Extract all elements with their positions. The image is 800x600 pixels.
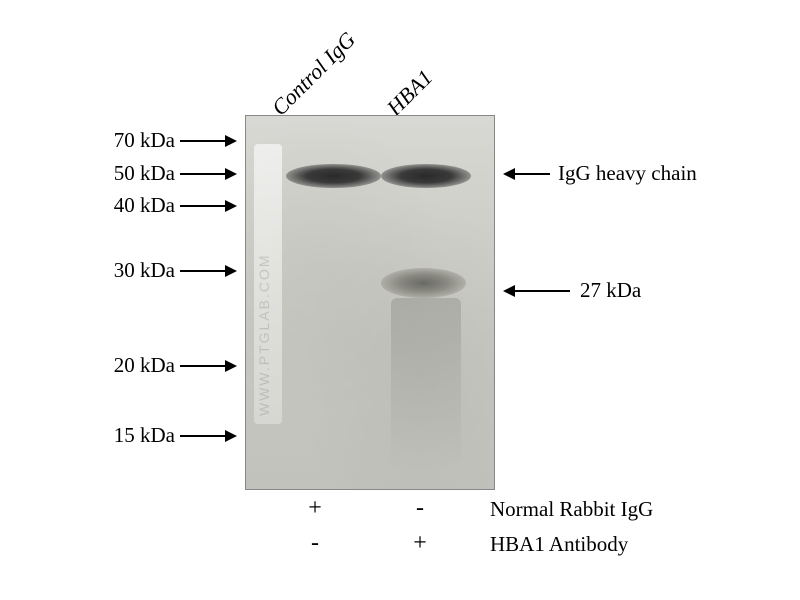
- mw-arrow-70: [180, 140, 235, 142]
- figure-container: Control IgG HBA1 WWW.PTGLAB.COM 70 kDa 5…: [0, 0, 800, 600]
- mw-arrow-40: [180, 205, 235, 207]
- sign-r1c1: +: [275, 495, 355, 522]
- watermark-text: WWW.PTGLAB.COM: [256, 253, 272, 416]
- bottom-label-1: Normal Rabbit IgG: [490, 497, 653, 522]
- blot-membrane: WWW.PTGLAB.COM: [245, 115, 495, 490]
- mw-label-30: 30 kDa: [85, 258, 175, 283]
- band-target-27kda: [381, 268, 466, 298]
- annot-label-27kda: 27 kDa: [580, 278, 641, 303]
- band-trail: [391, 298, 461, 468]
- mw-arrow-15: [180, 435, 235, 437]
- annot-arrow-27kda: [505, 290, 570, 292]
- band-target-heavy-chain: [381, 164, 471, 188]
- mw-label-50: 50 kDa: [85, 161, 175, 186]
- annot-label-heavy-chain: IgG heavy chain: [558, 161, 697, 186]
- mw-arrow-30: [180, 270, 235, 272]
- annot-arrow-heavy-chain: [505, 173, 550, 175]
- mw-arrow-20: [180, 365, 235, 367]
- band-control-heavy-chain: [286, 164, 381, 188]
- bottom-label-2: HBA1 Antibody: [490, 532, 628, 557]
- mw-label-40: 40 kDa: [85, 193, 175, 218]
- lane-label-control: Control IgG: [267, 27, 361, 121]
- mw-label-15: 15 kDa: [85, 423, 175, 448]
- sign-r1c2: -: [380, 495, 460, 522]
- mw-arrow-50: [180, 173, 235, 175]
- sign-r2c1: -: [275, 530, 355, 557]
- sign-r2c2: +: [380, 530, 460, 557]
- mw-label-70: 70 kDa: [85, 128, 175, 153]
- mw-label-20: 20 kDa: [85, 353, 175, 378]
- lane-label-target: HBA1: [382, 65, 438, 121]
